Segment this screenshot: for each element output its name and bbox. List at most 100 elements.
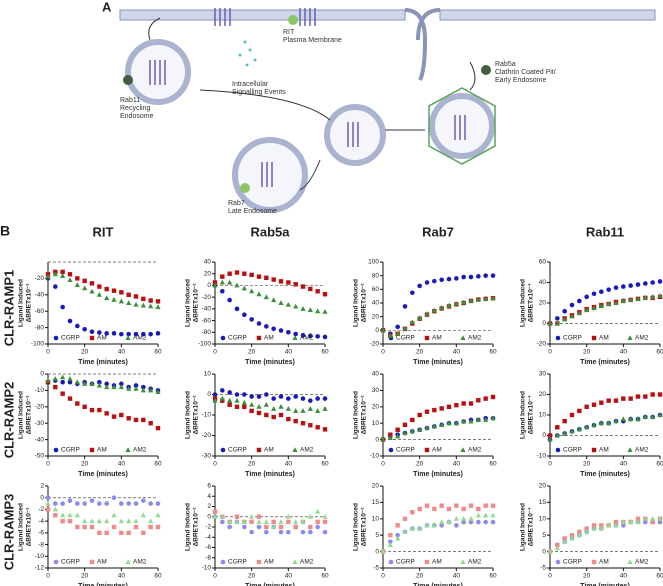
marker <box>111 288 117 293</box>
x-axis-label: Time (minutes) <box>413 471 463 478</box>
marker <box>657 516 663 521</box>
legend-label: AM <box>599 335 609 342</box>
marker <box>271 414 276 420</box>
marker <box>483 417 489 422</box>
marker <box>293 408 299 413</box>
marker <box>133 385 139 391</box>
marker <box>461 401 466 406</box>
marker <box>155 389 161 395</box>
marker <box>45 495 51 501</box>
row-label: CLR-RAMP3 <box>1 494 16 571</box>
marker <box>562 316 568 322</box>
marker <box>388 533 393 538</box>
marker <box>315 524 320 530</box>
y-tick-label: -20 <box>202 432 212 439</box>
y-tick-label: -2 <box>38 506 44 513</box>
marker <box>446 519 452 525</box>
legend-label: AM <box>97 559 107 566</box>
marker <box>424 409 430 414</box>
panel-a-diagram <box>119 8 656 213</box>
marker <box>439 422 445 427</box>
marker <box>650 392 655 397</box>
legend-label: AM2 <box>133 335 147 342</box>
marker <box>584 529 590 534</box>
marker <box>227 397 233 403</box>
marker <box>242 312 247 318</box>
marker <box>315 396 320 401</box>
x-tick-label: 60 <box>656 349 663 356</box>
marker <box>300 408 306 413</box>
marker <box>322 308 328 314</box>
marker <box>234 404 240 409</box>
marker <box>220 335 226 341</box>
marker <box>388 432 393 437</box>
legend-label: AM2 <box>133 447 147 454</box>
marker <box>621 284 626 289</box>
marker <box>220 398 225 403</box>
marker <box>155 425 161 431</box>
marker <box>111 414 117 419</box>
y-tick-label: -4 <box>205 534 211 541</box>
marker <box>642 295 648 300</box>
marker <box>569 533 575 538</box>
marker <box>569 313 575 319</box>
x-tick-label: 40 <box>620 461 628 468</box>
marker <box>155 512 161 518</box>
y-axis-label: ΔBRETx10⁻³ <box>528 395 535 435</box>
marker <box>461 418 467 424</box>
y-tick-label: 10 <box>539 412 547 419</box>
marker <box>446 506 452 512</box>
diagram-label: Early Endosome <box>495 77 546 84</box>
marker <box>613 285 619 290</box>
x-tick-label: 60 <box>154 461 162 468</box>
marker <box>148 331 153 337</box>
marker <box>220 519 225 525</box>
diagram-label: Clathrin Coated Pit/ <box>495 69 556 76</box>
marker <box>439 503 444 508</box>
marker <box>300 396 306 401</box>
marker <box>300 421 306 426</box>
marker <box>635 519 641 525</box>
marker <box>89 329 95 335</box>
x-tick-label: 0 <box>548 461 552 468</box>
marker <box>620 416 626 422</box>
marker <box>402 422 408 428</box>
legend-label: CGRP <box>563 447 582 454</box>
marker <box>562 430 568 436</box>
plasma-membrane <box>119 9 406 21</box>
marker <box>628 416 634 422</box>
y-tick-label: 4 <box>207 493 211 500</box>
marker <box>119 331 124 337</box>
marker <box>424 425 430 431</box>
marker <box>576 426 582 432</box>
marker <box>126 530 131 536</box>
diagram-label: Signalling Events <box>232 89 286 96</box>
x-axis-label: Time (minutes) <box>580 471 630 478</box>
y-tick-label: 5 <box>375 532 379 539</box>
legend-label: AM <box>432 559 442 566</box>
marker <box>315 334 320 339</box>
marker <box>468 401 474 406</box>
marker <box>410 510 415 515</box>
marker <box>264 412 269 418</box>
marker <box>219 279 225 285</box>
marker <box>461 299 467 305</box>
marker <box>577 408 582 414</box>
y-tick-label: 60 <box>372 286 380 293</box>
marker <box>657 412 663 417</box>
marker <box>140 512 146 518</box>
marker <box>476 506 481 512</box>
marker <box>569 302 575 308</box>
marker <box>126 300 132 305</box>
x-tick-label: 0 <box>46 461 50 468</box>
marker <box>148 518 154 524</box>
receptors <box>149 8 466 187</box>
x-tick-label: 0 <box>46 573 50 580</box>
marker <box>308 286 313 292</box>
y-tick-label: 0 <box>375 548 379 555</box>
marker <box>227 297 232 303</box>
marker <box>242 271 247 276</box>
marker <box>234 514 240 519</box>
y-tick-label: 30 <box>539 371 547 378</box>
y-tick-label: 30 <box>372 387 380 394</box>
